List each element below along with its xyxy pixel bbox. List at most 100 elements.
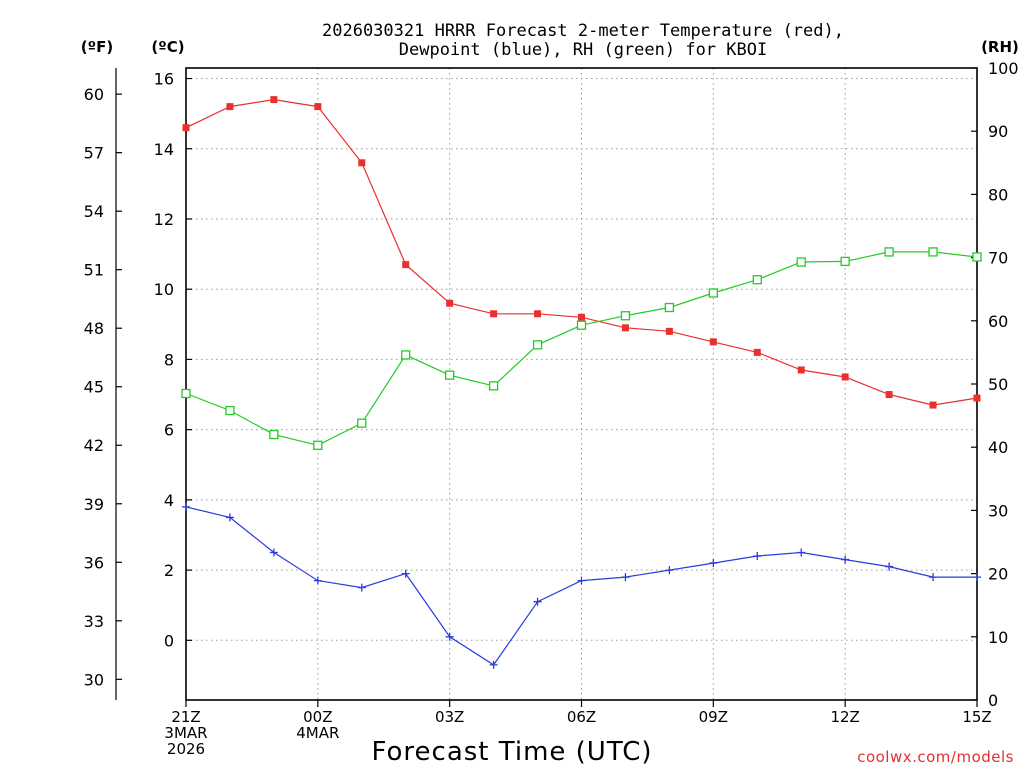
temperature-point	[226, 103, 234, 111]
fahrenheit-tick-label: 33	[84, 612, 104, 631]
dewpoint-point	[182, 502, 190, 511]
rh-point	[488, 381, 499, 391]
temperature-point	[665, 327, 673, 335]
x-tick-label: 12Z	[830, 708, 859, 726]
celsius-unit-label: (ºC)	[151, 38, 184, 56]
fahrenheit-tick-label: 42	[84, 436, 104, 455]
temperature-point	[578, 313, 585, 321]
temperature-point	[402, 261, 410, 269]
fahrenheit-tick-label: 39	[84, 495, 104, 514]
rh-point	[664, 302, 675, 313]
fahrenheit-tick-label: 54	[84, 202, 104, 221]
dewpoint-point	[841, 555, 850, 564]
x-tick-label: 00Z	[303, 708, 332, 726]
x-tick-label: 2026	[167, 740, 205, 758]
rh-tick-label: 60	[988, 312, 1008, 331]
rh-point	[576, 320, 587, 330]
fahrenheit-tick-label: 48	[84, 319, 104, 338]
celsius-tick-label: 2	[164, 561, 174, 580]
temperature-point	[973, 394, 981, 402]
rh-point	[884, 247, 894, 257]
x-tick-label: 03Z	[435, 708, 464, 726]
temperature-point	[885, 391, 893, 399]
temperature-point	[314, 103, 322, 111]
rh-point	[796, 257, 806, 267]
temperature-point	[753, 348, 761, 356]
rh-point	[708, 288, 718, 298]
temperature-point	[182, 124, 190, 132]
series-layer	[181, 96, 982, 669]
grid	[186, 68, 977, 700]
dewpoint-point	[357, 583, 366, 592]
axes: 30 33 36 39 42 45 48 51 54 57 60 0 2 4 6 8 10 12 14 16 0 10 20…	[84, 59, 1019, 758]
rh-point	[225, 405, 235, 416]
temperature-point	[490, 310, 498, 318]
rh-point	[840, 256, 850, 267]
fahrenheit-tick-label: 36	[84, 553, 104, 572]
celsius-tick-label: 6	[164, 421, 174, 440]
fahrenheit-tick-label: 51	[84, 261, 104, 280]
dewpoint-point	[929, 573, 938, 582]
dewpoint-point	[269, 548, 278, 557]
watermark: coolwx.com/models	[857, 748, 1014, 766]
temperature-point	[358, 159, 366, 167]
dewpoint-point	[665, 566, 674, 575]
dewpoint-point	[313, 576, 322, 585]
rh-tick-label: 30	[988, 501, 1008, 520]
x-tick-label: 06Z	[567, 708, 596, 726]
celsius-tick-label: 12	[154, 210, 174, 229]
rh-point	[269, 429, 279, 440]
temperature-point	[534, 310, 542, 318]
rh-tick-label: 80	[988, 185, 1008, 204]
fahrenheit-tick-label: 30	[84, 670, 104, 689]
celsius-tick-label: 0	[164, 631, 174, 650]
temperature-point	[446, 299, 454, 307]
rh-point	[620, 311, 631, 321]
dewpoint-point	[577, 576, 586, 585]
rh-tick-label: 40	[988, 438, 1008, 457]
rh-tick-label: 20	[988, 565, 1008, 584]
celsius-tick-label: 14	[154, 140, 174, 159]
fahrenheit-tick-label: 60	[84, 85, 104, 104]
temperature-point	[621, 324, 629, 332]
chart-title-line2: Dewpoint (blue), RH (green) for KBOI	[399, 40, 767, 60]
dewpoint-point	[621, 573, 630, 582]
dewpoint-point	[709, 559, 718, 568]
dewpoint-point	[533, 597, 542, 606]
dewpoint-point	[885, 562, 894, 571]
dewpoint-point	[797, 548, 806, 557]
rh-point	[752, 275, 762, 285]
celsius-tick-label: 8	[164, 350, 174, 369]
x-tick-label: 4MAR	[296, 724, 339, 742]
dewpoint-point	[401, 569, 410, 578]
celsius-tick-label: 10	[154, 280, 174, 299]
rh-tick-label: 70	[988, 249, 1008, 268]
temperature-point	[709, 338, 717, 346]
dewpoint-point	[225, 513, 234, 522]
temperature-point	[929, 401, 937, 409]
rh-point	[445, 370, 455, 380]
dewpoint-point	[489, 660, 498, 669]
temperature-point	[797, 366, 805, 374]
fahrenheit-unit-label: (ºF)	[81, 38, 113, 56]
rh-tick-label: 90	[988, 122, 1008, 141]
rh-point	[313, 440, 323, 450]
temperature-point	[270, 96, 278, 104]
rh-point	[181, 388, 191, 399]
dewpoint-point	[445, 632, 454, 641]
x-tick-label: 15Z	[962, 708, 991, 726]
rh-point	[972, 252, 982, 262]
celsius-tick-label: 4	[164, 491, 174, 510]
x-tick-label: 3MAR	[164, 724, 207, 742]
temperature-point	[841, 373, 849, 381]
rh-point	[357, 418, 367, 428]
rh-point	[401, 350, 411, 360]
rh-tick-label: 0	[988, 691, 998, 710]
rh-unit-label: (RH)	[981, 38, 1019, 56]
dewpoint-point	[753, 552, 762, 561]
celsius-tick-label: 16	[154, 70, 174, 89]
chart-title-line1: 2026030321 HRRR Forecast 2-meter Tempera…	[322, 21, 844, 41]
x-tick-label: 21Z	[171, 708, 200, 726]
fahrenheit-tick-label: 57	[84, 144, 104, 163]
